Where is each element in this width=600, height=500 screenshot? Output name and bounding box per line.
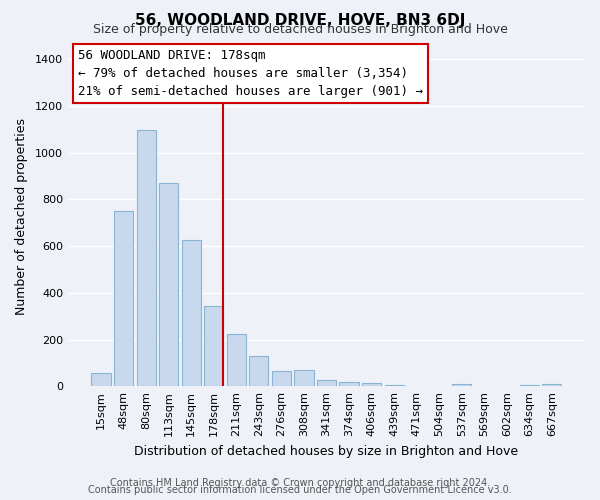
Bar — [317, 380, 336, 386]
Bar — [520, 385, 539, 386]
Bar — [91, 374, 110, 386]
Text: Contains public sector information licensed under the Open Government Licence v3: Contains public sector information licen… — [88, 485, 512, 495]
Bar — [340, 382, 359, 386]
Bar — [542, 384, 562, 386]
Text: Contains HM Land Registry data © Crown copyright and database right 2024.: Contains HM Land Registry data © Crown c… — [110, 478, 490, 488]
Bar — [452, 384, 472, 386]
Bar — [272, 371, 291, 386]
Text: Size of property relative to detached houses in Brighton and Hove: Size of property relative to detached ho… — [92, 22, 508, 36]
Bar — [204, 306, 223, 386]
Bar — [159, 183, 178, 386]
Bar — [182, 240, 201, 386]
Bar — [385, 385, 404, 386]
Bar — [137, 130, 155, 386]
Bar — [114, 211, 133, 386]
X-axis label: Distribution of detached houses by size in Brighton and Hove: Distribution of detached houses by size … — [134, 444, 518, 458]
Bar — [362, 383, 381, 386]
Text: 56 WOODLAND DRIVE: 178sqm
← 79% of detached houses are smaller (3,354)
21% of se: 56 WOODLAND DRIVE: 178sqm ← 79% of detac… — [78, 49, 423, 98]
Text: 56, WOODLAND DRIVE, HOVE, BN3 6DJ: 56, WOODLAND DRIVE, HOVE, BN3 6DJ — [135, 12, 465, 28]
Bar — [295, 370, 314, 386]
Bar — [249, 356, 268, 386]
Bar — [227, 334, 246, 386]
Y-axis label: Number of detached properties: Number of detached properties — [15, 118, 28, 316]
